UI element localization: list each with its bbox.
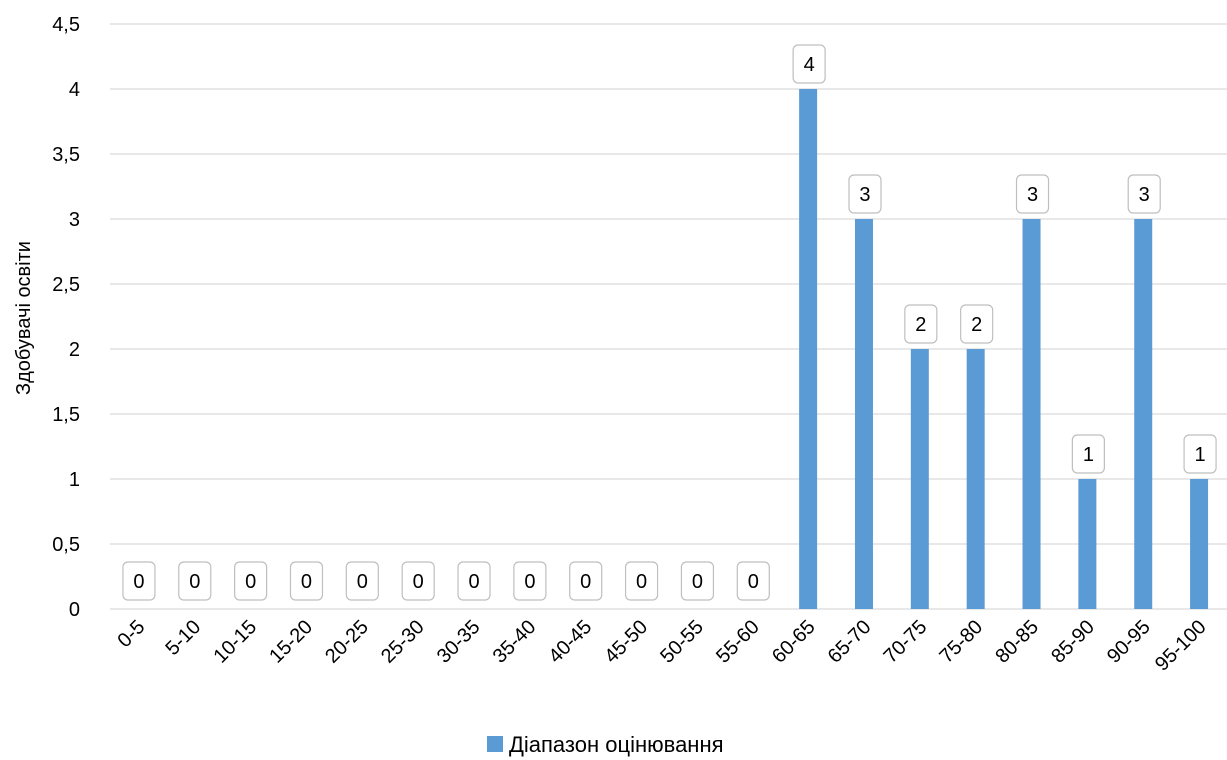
x-tick-label: 95-100 bbox=[1151, 616, 1211, 676]
y-tick-label: 4,5 bbox=[52, 14, 80, 36]
data-label: 0 bbox=[133, 571, 144, 593]
x-tick-label: 35-40 bbox=[489, 616, 541, 668]
x-tick-label: 85-90 bbox=[1047, 616, 1099, 668]
data-label-box bbox=[1015, 174, 1050, 214]
y-tick-label: 3,5 bbox=[52, 144, 80, 166]
x-tick-label: 5-10 bbox=[161, 616, 205, 660]
x-tick-label: 75-80 bbox=[935, 616, 987, 668]
data-label: 1 bbox=[1083, 444, 1094, 466]
x-tick-label: 70-75 bbox=[880, 616, 932, 668]
data-label-box bbox=[513, 561, 547, 601]
x-tick-label: 80-85 bbox=[991, 616, 1043, 668]
y-axis-label: Здобувачі освіти bbox=[13, 241, 35, 395]
data-labels: 0 0 0 0 0 0 0 0 0 0 0 0 4 3 2 2 3 1 3 1 bbox=[122, 44, 1217, 601]
x-tick-label: 90-95 bbox=[1103, 616, 1155, 668]
data-label: 0 bbox=[692, 571, 703, 593]
data-label: 2 bbox=[915, 314, 926, 336]
data-label: 0 bbox=[245, 571, 256, 593]
data-label: 4 bbox=[804, 54, 815, 76]
data-label-box bbox=[345, 561, 379, 601]
data-label-box bbox=[401, 561, 435, 601]
data-label: 0 bbox=[413, 571, 424, 593]
data-label-box bbox=[234, 561, 268, 601]
y-tick-label: 1,5 bbox=[52, 404, 80, 426]
data-label-box bbox=[960, 304, 994, 344]
data-label: 3 bbox=[1139, 184, 1150, 206]
x-tick-label: 0-5 bbox=[113, 616, 149, 652]
data-label: 3 bbox=[1027, 184, 1038, 206]
data-label-box bbox=[178, 561, 212, 601]
data-label: 0 bbox=[468, 571, 479, 593]
y-tick-label: 2 bbox=[69, 339, 80, 361]
legend-swatch bbox=[487, 736, 503, 752]
data-label-box bbox=[569, 561, 603, 601]
y-tick-label: 4 bbox=[69, 79, 80, 101]
legend-label: Діапазон оцінювання bbox=[509, 732, 724, 757]
x-tick-label: 65-70 bbox=[824, 616, 876, 668]
x-tick-label: 10-15 bbox=[209, 616, 261, 668]
data-label-box bbox=[457, 561, 491, 601]
x-axis-ticks: 0-5 5-10 10-15 15-20 20-25 25-30 30-35 35-40 40-… bbox=[113, 616, 1210, 676]
data-label: 0 bbox=[580, 571, 591, 593]
bars bbox=[799, 89, 1209, 609]
data-label-box bbox=[680, 561, 715, 601]
data-label-box bbox=[848, 174, 882, 214]
data-label: 0 bbox=[636, 571, 647, 593]
bar bbox=[966, 349, 985, 609]
data-label: 2 bbox=[971, 314, 982, 336]
data-label-box bbox=[289, 561, 324, 601]
data-label-box bbox=[1071, 434, 1105, 474]
x-tick-label: 20-25 bbox=[321, 616, 373, 668]
y-tick-label: 0,5 bbox=[52, 534, 80, 556]
legend: Діапазон оцінювання bbox=[487, 732, 724, 757]
bar bbox=[854, 219, 873, 609]
x-tick-label: 50-55 bbox=[656, 616, 708, 668]
data-label-box bbox=[1127, 174, 1161, 214]
y-tick-label: 1 bbox=[69, 469, 80, 491]
bar bbox=[1190, 479, 1209, 609]
data-label: 1 bbox=[1195, 444, 1206, 466]
x-tick-label: 55-60 bbox=[712, 616, 764, 668]
data-label-box bbox=[792, 44, 826, 84]
bar bbox=[1078, 479, 1097, 609]
data-label-box bbox=[736, 561, 770, 601]
data-label-box bbox=[1183, 434, 1217, 474]
bar bbox=[1134, 219, 1153, 609]
bar bbox=[799, 89, 818, 609]
data-label: 0 bbox=[357, 571, 368, 593]
data-label: 0 bbox=[524, 571, 535, 593]
y-tick-label: 3 bbox=[69, 209, 80, 231]
x-tick-label: 45-50 bbox=[600, 616, 652, 668]
data-label: 3 bbox=[859, 184, 870, 206]
data-label: 0 bbox=[189, 571, 200, 593]
data-label-box bbox=[122, 561, 156, 601]
x-tick-label: 25-30 bbox=[377, 616, 429, 668]
y-tick-label: 0 bbox=[69, 599, 80, 621]
data-label: 0 bbox=[748, 571, 759, 593]
x-tick-label: 40-45 bbox=[545, 616, 597, 668]
x-tick-label: 15-20 bbox=[265, 616, 317, 668]
x-tick-label: 30-35 bbox=[433, 616, 485, 668]
y-tick-label: 2,5 bbox=[52, 274, 80, 296]
data-label: 0 bbox=[301, 571, 312, 593]
bar bbox=[1022, 219, 1041, 609]
y-axis-ticks: 0 0,5 1 1,5 2 2,5 3 3,5 4 4,5 bbox=[52, 14, 80, 621]
x-tick-label: 60-65 bbox=[768, 616, 820, 668]
data-label-box bbox=[624, 561, 659, 601]
bar bbox=[910, 349, 929, 609]
gridlines bbox=[110, 23, 1227, 610]
data-label-box bbox=[904, 304, 938, 344]
